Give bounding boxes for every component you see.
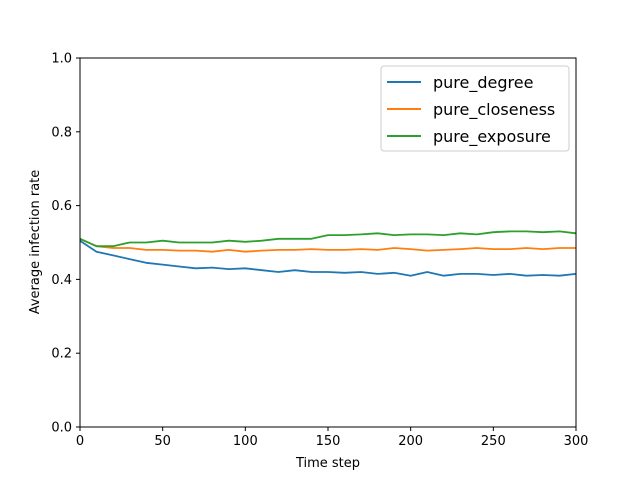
legend-box <box>380 65 570 152</box>
series-line-pure-degree <box>79 239 577 277</box>
x-tick-label: 50 <box>154 434 171 449</box>
y-tick-label: 0.6 <box>51 199 72 214</box>
series-line-pure-closeness <box>79 237 576 253</box>
y-tick-label: 1.0 <box>51 52 72 67</box>
legend: pure_degree pure_closeness pure_exposure <box>380 65 570 152</box>
x-tick-label: 0 <box>76 434 84 449</box>
x-tick-label: 250 <box>481 434 506 449</box>
series-line-pure-exposure <box>79 230 577 248</box>
y-axis: 0.0 0.2 0.4 0.6 0.8 1.0 <box>51 52 80 436</box>
y-tick-label: 0.8 <box>51 125 72 140</box>
x-tick-label: 150 <box>316 434 341 449</box>
legend-entries: pure_degree pure_closeness pure_exposure <box>387 73 555 147</box>
y-tick-label: 0.4 <box>51 273 72 288</box>
legend-label-pure-degree: pure_degree <box>433 73 533 93</box>
legend-label-pure-exposure: pure_exposure <box>433 127 551 147</box>
legend-label-pure-closeness: pure_closeness <box>433 100 555 120</box>
y-tick-label: 0.0 <box>51 421 72 436</box>
x-axis-label: Time step <box>295 456 360 471</box>
x-tick-label: 300 <box>564 434 589 449</box>
x-axis: 0 50 100 150 200 250 300 <box>76 427 589 449</box>
series-layer <box>79 230 577 277</box>
x-tick-label: 100 <box>233 434 258 449</box>
x-tick-label: 200 <box>398 434 423 449</box>
y-tick-label: 0.2 <box>51 347 72 362</box>
y-axis-label: Average infection rate <box>28 170 43 315</box>
